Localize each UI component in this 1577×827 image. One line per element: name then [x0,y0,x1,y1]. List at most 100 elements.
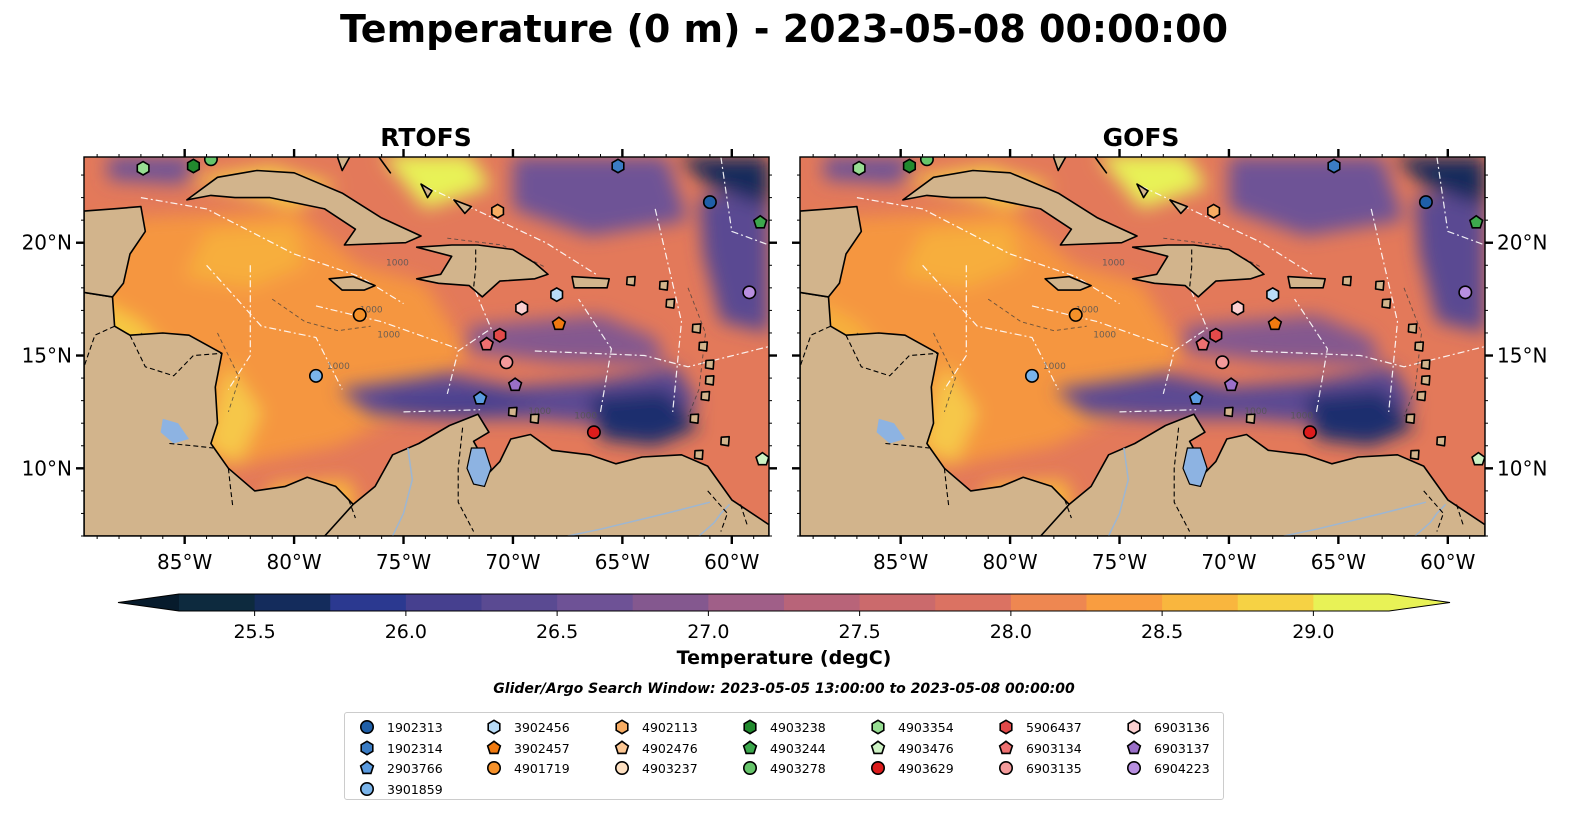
colorbar-segment [784,594,861,611]
legend-label: 4902476 [642,740,698,756]
antilles-island [689,413,700,424]
legend-marker [486,739,502,754]
contour-label: 1000 [327,362,350,372]
boundary-line [1370,208,1399,412]
colorbar-tick-label: 26.5 [536,621,578,643]
lake-nicaragua [160,418,189,444]
boundary-line [943,265,967,390]
river [1283,501,1427,536]
river [1414,503,1447,536]
contour-label: 1000 [1102,258,1125,268]
antilles-island [1416,390,1427,402]
antilles-island [1420,375,1431,386]
float-marker-6903137 [507,377,523,392]
float-marker-6903134 [1195,336,1210,351]
legend-marker [870,739,886,754]
legend-marker-icon [742,739,758,754]
legend-marker-icon [870,739,886,754]
legend-marker-icon [999,719,1013,735]
cuba [902,169,1138,246]
legend-label: 4903278 [770,761,826,776]
colorbar-segment [330,594,407,611]
contour-label: 1000 [377,330,400,340]
legend-label: 6903136 [1154,720,1210,735]
float-marker-1902313 [702,195,717,210]
border-line [1189,249,1193,288]
legend-marker [999,719,1013,735]
legend-marker-icon [486,739,502,754]
colorbar-segment [254,594,331,611]
float-marker-6903135 [499,355,514,370]
float-marker-2903766 [1188,390,1204,405]
colorbar-segment [1162,594,1239,611]
legend-marker-icon [998,739,1014,754]
border-line [1423,490,1445,532]
boundary-line [227,265,251,390]
float-marker-6904223 [742,285,757,300]
float-marker-3902457 [1267,316,1283,331]
legend-marker-icon [999,761,1013,775]
legend-label: 4903238 [770,720,826,735]
boundary-line [1162,276,1208,395]
jamaica [328,275,376,291]
boundary-line [1294,298,1329,413]
float-marker-4903278 [919,157,934,167]
legend-marker [1127,761,1141,775]
float-marker-5906437 [493,327,507,343]
legend-marker [615,761,629,775]
border-line [1173,427,1191,532]
lat-tick-label: 10°N [22,456,72,480]
float-marker-6903137 [1223,377,1239,392]
colorbar-segment [632,594,709,611]
legend-marker [743,719,757,735]
river [567,501,711,536]
colorbar-segment [708,594,785,611]
legend-marker-icon [871,719,885,735]
border-line [943,468,950,507]
colorbar-label: Temperature (degC) [677,647,892,669]
legend-label: 5906437 [1026,720,1082,735]
hispaniola [1131,244,1265,298]
float-marker-3902457 [551,316,567,331]
boundary-line [720,157,769,246]
yucatan [800,205,863,298]
contour-label: 1000 [1043,362,1066,372]
legend-label: 4903629 [898,761,954,776]
colorbar-segment [1086,594,1163,611]
border-line [473,249,477,288]
legend-marker-icon [615,761,629,775]
border-line [129,334,222,377]
float-marker-6903135 [1215,355,1230,370]
antilles-island [691,323,702,334]
lon-tick-label: 85°W [157,550,212,574]
boundary-line [578,298,613,413]
legend-label: 4903476 [898,740,954,756]
colorbar: 25.5 26.0 26.5 27.0 27.5 28.0 28.5 29.0 [117,593,1451,643]
colorbar-segment [179,594,256,611]
border-line [169,442,214,449]
bahamas-island [1093,157,1108,174]
legend-marker [999,761,1013,775]
hispaniola [415,244,549,298]
legend-label: 4903354 [898,720,954,735]
float-marker-6904223 [1458,285,1473,300]
rivers [391,447,731,536]
map-panel-gofs: 1000 1000 1000 1000 1000 1000 85°W 80°W 75°W 70°W… [792,149,1547,574]
legend-item: 6903134 [992,738,1118,759]
boundary-line [1436,157,1485,246]
legend-label: 3902456 [514,720,570,735]
antilles-island [1436,435,1446,447]
legend-item: 4902113 [608,717,734,738]
float-marker-4903629 [1302,425,1317,440]
lon-tick-label: 60°W [1420,550,1475,574]
colorbar-over-extension [1389,594,1450,611]
float-marker-4903244 [752,214,768,229]
colorbar-segment [1010,594,1088,611]
legend-marker-icon [360,781,374,796]
legend-label: 6903134 [1026,740,1082,756]
float-marker-4902113 [1207,203,1221,219]
legend-item: 5906437 [992,717,1118,738]
float-marker-4903354 [852,160,866,176]
boundary-line [1250,345,1485,368]
